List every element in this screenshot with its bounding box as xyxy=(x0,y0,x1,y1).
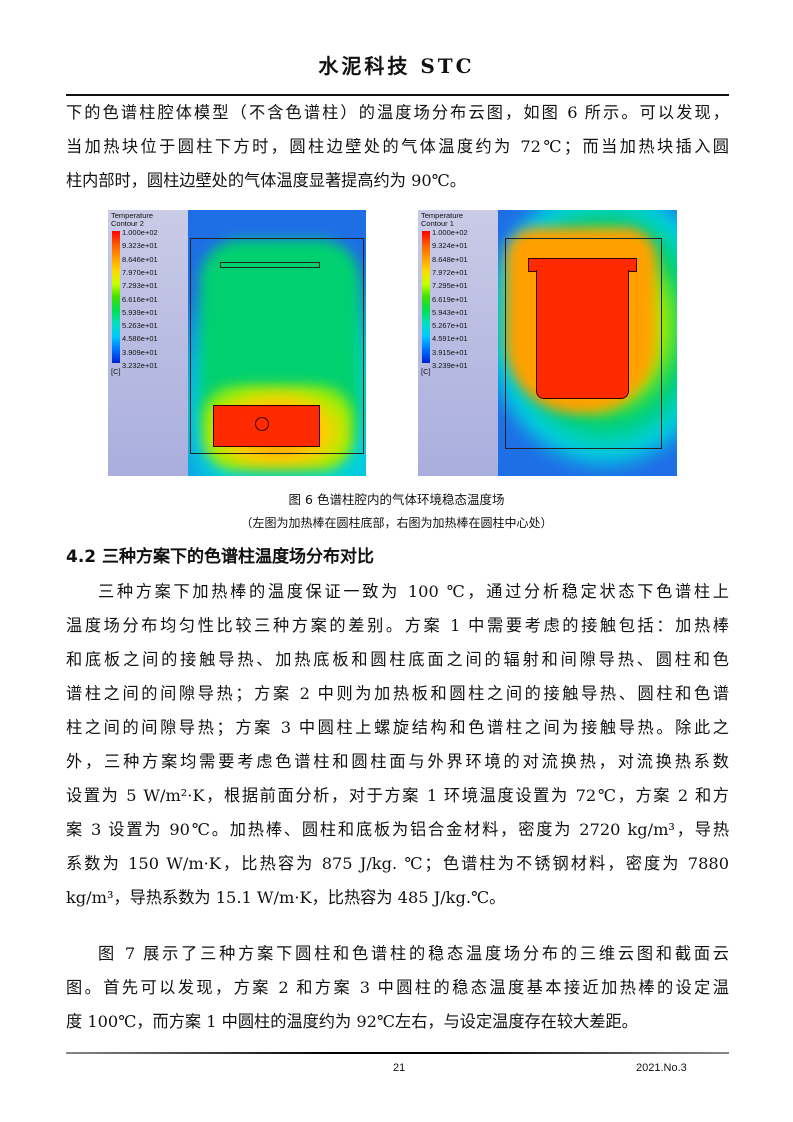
text-line: 柱之间的间隙导热；方案 3 中圆柱上螺旋结构和色谱柱之间为接触导热。除此之 xyxy=(66,718,729,737)
legend-value: 7.972e+01 xyxy=(432,267,468,277)
legend-value: 9.324e+01 xyxy=(432,241,468,251)
legend-subtitle: Contour 2 xyxy=(111,219,144,228)
legend-value: 7.970e+01 xyxy=(122,267,158,277)
legend-value: 3.909e+01 xyxy=(122,347,158,357)
figure-left-contour: Temperature Contour 2 1.000e+02 9.323e+01 8… xyxy=(108,210,366,476)
text-line: 外，三种方案均需要考虑色谱柱和圆柱面与外界环境的对流换热，对流换热系数 xyxy=(66,752,729,771)
text-line: 图 7 展示了三种方案下圆柱和色谱柱的稳态温度场分布的三维云图和截面云 xyxy=(98,944,729,963)
text-line: 和底板之间的接触导热、加热底板和圆柱底面之间的辐射和间隙导热、圆柱和色 xyxy=(66,650,729,669)
text-line: 案 3 设置为 90℃。加热棒、圆柱和底板为铝合金材料，密度为 2720 kg/… xyxy=(66,820,729,839)
legend-value: 1.000e+02 xyxy=(432,228,468,237)
legend-subtitle: Contour 1 xyxy=(421,219,454,228)
text-line: 柱内部时，圆柱边壁处的气体温度显著提高约为 90℃。 xyxy=(66,171,466,190)
legend-value: 1.000e+02 xyxy=(122,228,158,237)
legend-unit: [C] xyxy=(421,367,431,376)
legend-value: 9.323e+01 xyxy=(122,241,158,251)
legend-colorbar xyxy=(422,231,430,363)
legend-value: 6.619e+01 xyxy=(432,294,468,304)
legend-value: 8.648e+01 xyxy=(432,254,468,264)
legend-title: Temperature xyxy=(421,211,464,220)
figure-right-contour: Temperature Contour 1 1.000e+02 9.324e+01 8… xyxy=(418,210,677,476)
section-title: 4.2 三种方案下的色谱柱温度场分布对比 xyxy=(66,547,375,567)
text-line: 三种方案下加热棒的温度保证一致为 100 ℃，通过分析稳定状态下色谱柱上 xyxy=(98,582,729,601)
legend-value: 4.591e+01 xyxy=(432,334,468,344)
legend-value: 5.939e+01 xyxy=(122,307,158,317)
text-line: 设置为 5 W/m²·K，根据前面分析，对于方案 1 环境温度设置为 72℃，方… xyxy=(66,786,729,805)
legend-value: 3.239e+01 xyxy=(432,361,468,370)
text-line: 谱柱之间的间隙导热；方案 2 中则为加热板和圆柱之间的接触导热、圆柱和色谱 xyxy=(66,684,729,703)
text-line: 图。首先可以发现，方案 2 和方案 3 中圆柱的稳态温度基本接近加热棒的设定温 xyxy=(66,978,729,997)
text-line: 度 100℃，而方案 1 中圆柱的温度约为 92℃左右，与设定温度存在较大差距。 xyxy=(66,1012,638,1031)
figure-subcaption: （左图为加热棒在圆柱底部，右图为加热棒在圆柱中心处） xyxy=(240,516,553,530)
page-number: 21 xyxy=(393,1062,406,1074)
issue-label: 2021.No.3 xyxy=(636,1062,687,1074)
legend-value: 5.263e+01 xyxy=(122,321,158,331)
text-line: 下的色谱柱腔体模型（不含色谱柱）的温度场分布云图，如图 6 所示。可以发现， xyxy=(66,103,729,122)
legend-value: 3.915e+01 xyxy=(432,347,468,357)
legend-value: 5.943e+01 xyxy=(432,307,468,317)
text-line: 当加热块位于圆柱下方时，圆柱边壁处的气体温度约为 72℃；而当加热块插入圆 xyxy=(66,137,729,156)
legend-value: 5.267e+01 xyxy=(432,321,468,331)
text-line: kg/m³，导热系数为 15.1 W/m·K，比热容为 485 J/kg.℃。 xyxy=(66,888,506,907)
legend-value: 6.616e+01 xyxy=(122,294,158,304)
text-line: 温度场分布均匀性比较三种方案的差别。方案 1 中需要考虑的接触包括：加热棒 xyxy=(66,616,729,635)
legend-value: 3.232e+01 xyxy=(122,361,158,370)
footer-rule xyxy=(66,1052,729,1054)
journal-header: 水泥科技 STC xyxy=(318,54,475,78)
legend-colorbar xyxy=(112,231,120,363)
text-line: 系数为 150 W/m·K，比热容为 875 J/kg. ℃；色谱柱为不锈钢材料… xyxy=(66,854,729,873)
legend-unit: [C] xyxy=(111,367,121,376)
legend-title: Temperature xyxy=(111,211,154,220)
legend-value: 7.293e+01 xyxy=(122,281,158,291)
legend-value: 7.295e+01 xyxy=(432,281,468,291)
figure-caption: 图 6 色谱柱腔内的气体环境稳态温度场 xyxy=(288,492,505,507)
header-rule xyxy=(66,94,729,96)
legend-value: 4.586e+01 xyxy=(122,334,158,344)
legend-value: 8.646e+01 xyxy=(122,254,158,264)
